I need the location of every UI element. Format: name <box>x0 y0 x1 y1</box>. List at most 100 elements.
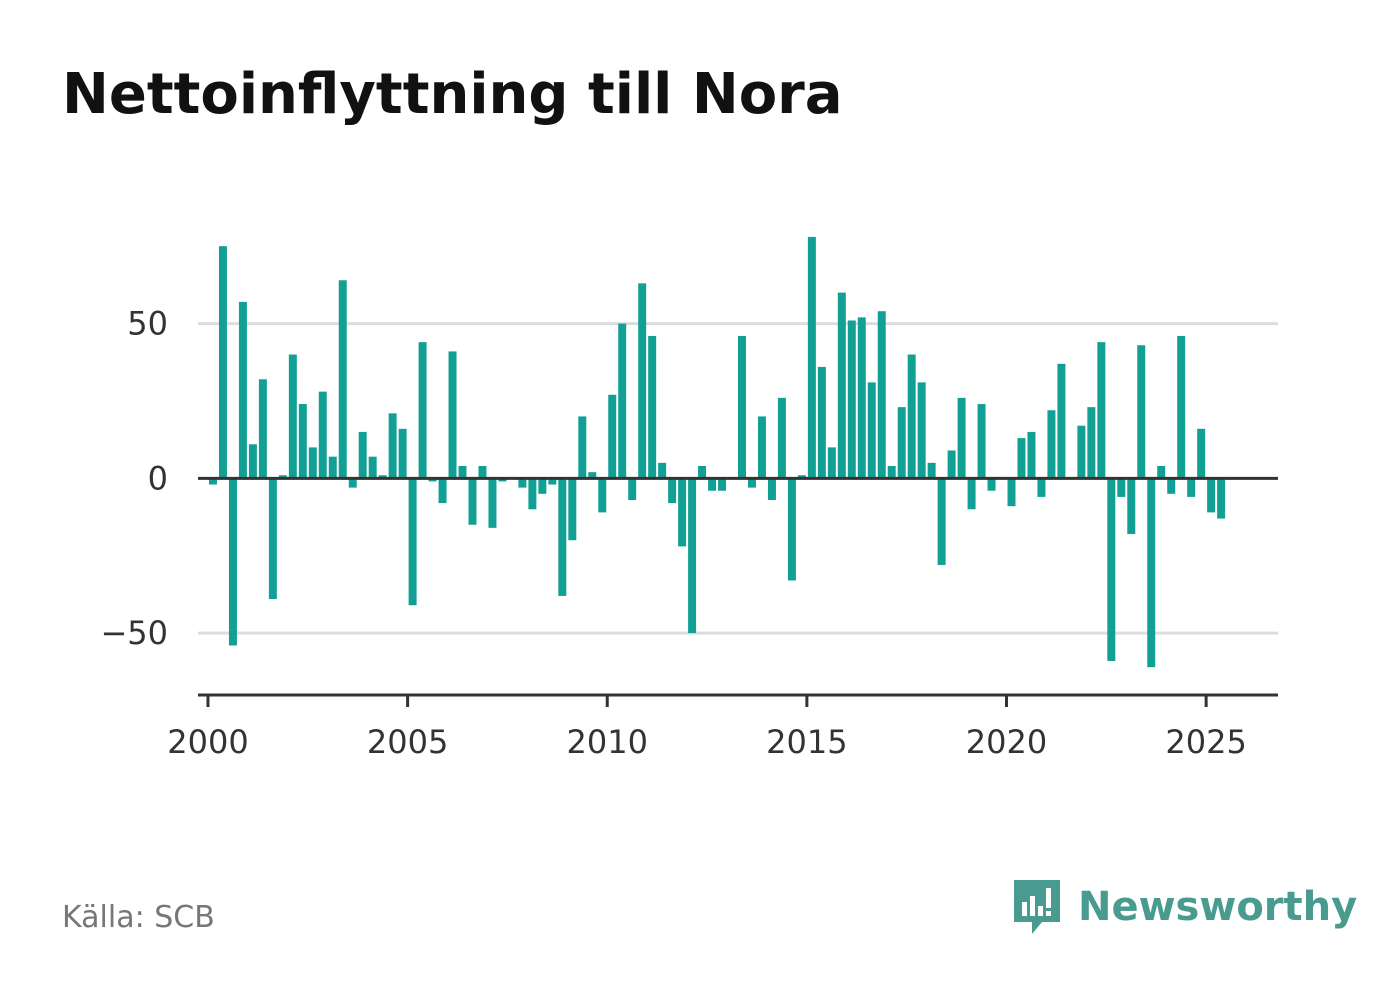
bar <box>1117 478 1126 497</box>
bar <box>917 382 926 479</box>
bar <box>458 465 467 479</box>
bar <box>628 478 637 500</box>
bar <box>1007 478 1016 507</box>
bar <box>777 397 786 479</box>
bar <box>668 478 677 504</box>
bar <box>897 407 906 479</box>
bar <box>987 478 996 491</box>
bar <box>1197 428 1206 479</box>
bar <box>1017 438 1026 479</box>
bar <box>1217 478 1226 519</box>
bar <box>438 478 447 504</box>
bar <box>218 246 227 479</box>
bar <box>558 478 567 596</box>
bar <box>747 478 756 488</box>
bar <box>468 478 477 525</box>
bar <box>648 335 657 479</box>
bar <box>1187 478 1196 497</box>
brand-name: Newsworthy <box>1078 884 1358 930</box>
bar <box>1137 345 1146 479</box>
bar <box>1177 335 1186 479</box>
bar <box>967 478 976 510</box>
bar <box>1057 363 1066 479</box>
bar <box>718 478 727 491</box>
tick-labels: −50 0 50 2000 2005 2010 2015 2020 2025 <box>100 305 1246 761</box>
bar <box>398 428 407 479</box>
bar <box>867 382 876 479</box>
brand-logo[interactable]: Newsworthy <box>1010 876 1357 938</box>
bar <box>1127 478 1136 535</box>
bar <box>827 447 836 479</box>
bar <box>528 478 537 510</box>
bar <box>578 416 587 479</box>
bar <box>288 354 297 479</box>
bar <box>658 462 667 479</box>
bar <box>348 478 357 488</box>
x-tick-label: 2010 <box>567 723 648 761</box>
bar <box>957 397 966 479</box>
bar <box>538 478 547 494</box>
bar <box>318 391 327 479</box>
x-tick-label: 2015 <box>766 723 847 761</box>
bar <box>1047 410 1056 479</box>
bar <box>588 472 597 479</box>
gridlines <box>198 322 1278 635</box>
bar <box>278 475 287 479</box>
bar <box>1097 342 1106 479</box>
bar <box>618 323 627 479</box>
bar <box>608 394 617 479</box>
bar <box>338 280 347 479</box>
bar <box>678 478 687 547</box>
bar <box>688 478 697 634</box>
bar <box>378 475 387 479</box>
bar <box>1027 431 1036 479</box>
x-tick-label: 2025 <box>1165 723 1246 761</box>
bar <box>887 465 896 479</box>
source-note: Källa: SCB <box>62 900 215 935</box>
bar <box>787 478 796 581</box>
bar <box>947 450 956 479</box>
bar <box>408 478 417 606</box>
x-tick-label: 2000 <box>167 723 248 761</box>
bar <box>598 478 607 513</box>
bar <box>418 342 427 479</box>
bar <box>927 462 936 479</box>
bar <box>1107 478 1116 661</box>
bar <box>977 404 986 479</box>
chart-title: Nettoinflyttning till Nora <box>62 62 843 127</box>
bar <box>767 478 776 500</box>
bar <box>308 447 317 479</box>
bar <box>857 317 866 479</box>
bar <box>738 335 746 479</box>
bar <box>708 478 717 491</box>
bar <box>328 456 337 479</box>
x-tick-label: 2020 <box>966 723 1047 761</box>
bar <box>478 465 487 479</box>
newsworthy-logo-icon <box>1014 880 1060 934</box>
y-tick-label: −50 <box>100 614 168 652</box>
bar <box>498 478 507 482</box>
bar <box>368 456 377 479</box>
axes <box>198 476 1278 707</box>
x-tick-label: 2005 <box>367 723 448 761</box>
bar <box>1147 478 1156 668</box>
bar <box>638 283 647 479</box>
bar <box>1087 407 1096 479</box>
bar <box>248 444 257 479</box>
bar <box>797 475 806 479</box>
bar <box>298 404 307 479</box>
bar <box>548 478 557 485</box>
bar <box>428 478 437 482</box>
bar <box>877 311 886 479</box>
y-tick-label: 0 <box>148 459 168 497</box>
y-tick-label: 50 <box>127 305 168 343</box>
bar <box>228 478 237 646</box>
bar <box>358 431 367 479</box>
bar <box>258 379 267 479</box>
bar <box>1167 478 1176 494</box>
bar <box>208 478 217 485</box>
bar <box>1157 465 1166 479</box>
bar <box>268 478 277 600</box>
bar <box>568 478 577 541</box>
bar <box>698 465 707 479</box>
